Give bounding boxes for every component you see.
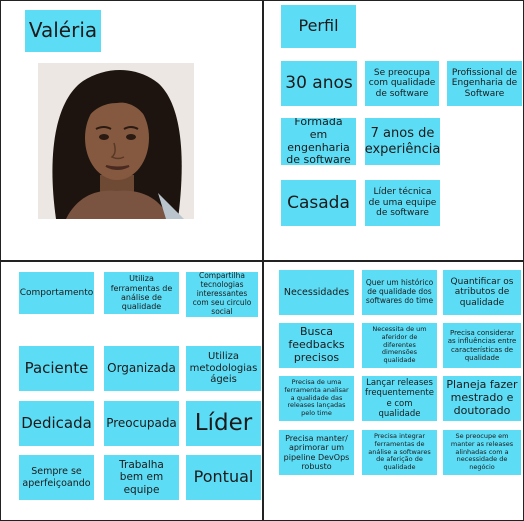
comportamento-note-punctual[interactable]: Pontual <box>186 455 261 500</box>
comportamento-note-leader[interactable]: Líder <box>186 401 261 446</box>
necessidades-note-quality-history[interactable]: Quer um histórico de qualidade dos softw… <box>362 270 437 315</box>
comportamento-note-quality-tools[interactable]: Utiliza ferramentas de análise de qualid… <box>104 272 179 314</box>
necessidades-note-frequent-releases[interactable]: Lançar releases frequentemente e com qua… <box>362 376 437 421</box>
necessidades-note-quantify-attributes[interactable]: Quantificar os atributos de qualidade <box>443 270 521 315</box>
perfil-note-quality-concern[interactable]: Se preocupa com qualidade de software <box>365 61 439 106</box>
necessidades-note-graduate-studies[interactable]: Planeja fazer mestrado e doutorado <box>443 376 521 421</box>
necessidades-note-devops-pipeline[interactable]: Precisa manter/ aprimorar um pipeline De… <box>279 430 354 475</box>
perfil-note-experience[interactable]: 7 anos de experiência <box>365 118 440 165</box>
necessidades-note-business-alignment[interactable]: Se preocupe em manter as releases alinha… <box>443 430 521 475</box>
perfil-note-marital-status[interactable]: Casada <box>281 180 356 226</box>
necessidades-note-feedback[interactable]: Busca feedbacks precisos <box>279 323 354 368</box>
comportamento-note-teamwork[interactable]: Trabalha bem em equipe <box>104 455 179 500</box>
comportamento-note-shares-tech[interactable]: Compartilha tecnologias interessantes co… <box>186 272 258 317</box>
perfil-note-age[interactable]: 30 anos <box>281 61 357 106</box>
woman-portrait-icon <box>38 63 194 219</box>
comportamento-note-patient[interactable]: Paciente <box>19 346 94 391</box>
perfil-title-note[interactable]: Perfil <box>281 5 356 48</box>
comportamento-note-agile[interactable]: Utiliza metodologias ágeis <box>186 346 261 391</box>
comportamento-note-dedicated[interactable]: Dedicada <box>19 401 94 446</box>
persona-photo <box>38 63 194 219</box>
perfil-note-education[interactable]: Formada em engenharia de software <box>281 118 356 165</box>
comportamento-note-self-improving[interactable]: Sempre se aperfeiçoando <box>19 455 94 500</box>
persona-name-note[interactable]: Valéria <box>25 10 101 52</box>
comportamento-title-note[interactable]: Comportamento <box>19 272 94 314</box>
comportamento-note-concerned[interactable]: Preocupada <box>104 401 179 446</box>
perfil-note-profession[interactable]: Profissional de Engenharia de Software <box>447 61 522 106</box>
comportamento-note-organized[interactable]: Organizada <box>104 346 179 391</box>
necessidades-title-note[interactable]: Necessidades <box>279 270 354 315</box>
necessidades-note-quality-gauge[interactable]: Necessita de um aferidor de diferentes d… <box>362 323 437 368</box>
necessidades-note-release-analysis-tool[interactable]: Precisa de uma ferramenta analisar a qua… <box>279 376 354 421</box>
perfil-note-role[interactable]: Líder técnica de uma equipe de software <box>365 180 440 226</box>
necessidades-note-quality-influences[interactable]: Precisa considerar as influências entre … <box>443 323 521 368</box>
quadrant-divider-horizontal <box>0 260 524 262</box>
necessidades-note-tool-integration[interactable]: Precisa integrar ferramentas de análise … <box>362 430 437 475</box>
